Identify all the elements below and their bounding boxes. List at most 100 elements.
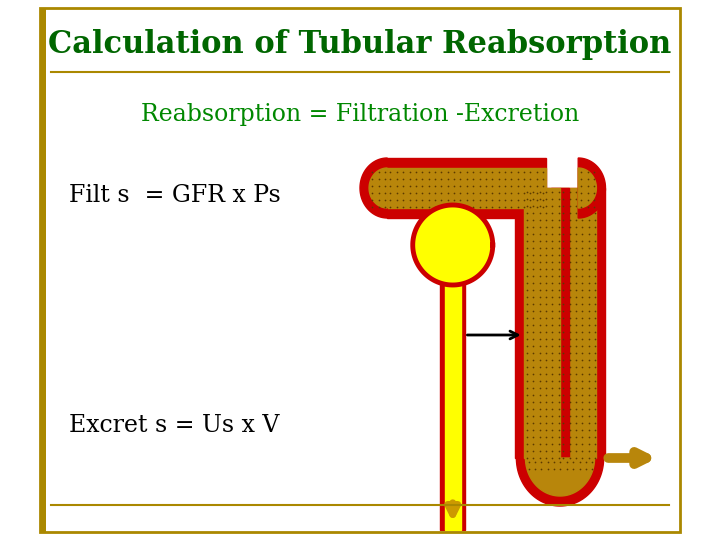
Point <box>436 181 447 190</box>
Point <box>557 243 569 252</box>
Point <box>583 446 595 455</box>
Point <box>528 278 539 287</box>
Point <box>534 327 545 336</box>
Point <box>570 376 582 385</box>
Point <box>534 390 545 399</box>
Point <box>570 194 582 203</box>
Point <box>583 257 595 266</box>
Point <box>534 271 545 280</box>
Point <box>534 397 545 406</box>
Point <box>575 174 587 183</box>
Point <box>525 174 536 183</box>
Point <box>534 306 545 315</box>
Point <box>583 299 595 308</box>
Point <box>534 341 545 350</box>
Point <box>384 195 396 204</box>
Point <box>553 229 564 238</box>
Point <box>534 250 545 259</box>
Polygon shape <box>578 158 606 218</box>
Point <box>557 264 569 273</box>
Point <box>575 195 587 204</box>
Point <box>577 229 588 238</box>
Point <box>449 167 460 176</box>
Point <box>583 453 595 462</box>
Point <box>442 174 454 183</box>
Point <box>379 188 391 197</box>
Point <box>564 222 575 231</box>
Point <box>557 299 569 308</box>
Point <box>553 418 564 427</box>
Point <box>589 271 600 280</box>
Point <box>557 425 569 434</box>
Point <box>536 464 547 473</box>
Point <box>521 187 533 196</box>
Point <box>583 306 595 315</box>
Point <box>583 194 595 203</box>
Point <box>557 257 569 266</box>
Point <box>528 243 539 252</box>
Point <box>366 188 378 197</box>
Point <box>521 215 533 224</box>
Point <box>540 362 552 371</box>
Point <box>546 285 558 294</box>
Point <box>521 376 533 385</box>
Point <box>521 390 533 399</box>
Point <box>521 446 533 455</box>
Point <box>505 174 517 183</box>
Point <box>366 202 378 211</box>
Point <box>521 355 533 364</box>
Point <box>546 306 558 315</box>
Point <box>540 425 552 434</box>
Point <box>528 369 539 378</box>
Point <box>534 236 545 245</box>
Point <box>553 369 564 378</box>
Point <box>557 411 569 420</box>
Bar <box>551 188 606 458</box>
Point <box>449 202 460 211</box>
Point <box>417 195 428 204</box>
Point <box>553 320 564 329</box>
Point <box>582 167 593 176</box>
Point <box>546 383 558 392</box>
Point <box>553 355 564 364</box>
Point <box>540 222 552 231</box>
Point <box>570 229 582 238</box>
Point <box>499 174 510 183</box>
Point <box>589 264 600 273</box>
Point <box>546 390 558 399</box>
Point <box>391 188 402 197</box>
Point <box>534 418 545 427</box>
Point <box>570 222 582 231</box>
Point <box>436 188 447 197</box>
Point <box>582 174 593 183</box>
Point <box>553 432 564 441</box>
Point <box>577 334 588 343</box>
Point <box>379 202 391 211</box>
Point <box>534 404 545 413</box>
Point <box>528 446 539 455</box>
Point <box>564 453 575 462</box>
Point <box>417 174 428 183</box>
Point <box>397 188 409 197</box>
Point <box>499 188 510 197</box>
Point <box>391 181 402 190</box>
Point <box>461 188 472 197</box>
Point <box>589 292 600 301</box>
Point <box>570 327 582 336</box>
Point <box>523 457 534 466</box>
Point <box>546 355 558 364</box>
Point <box>373 202 384 211</box>
Point <box>583 215 595 224</box>
Point <box>564 425 575 434</box>
Point <box>583 327 595 336</box>
Point <box>580 457 592 466</box>
Point <box>570 278 582 287</box>
Point <box>557 292 569 301</box>
Point <box>546 187 558 196</box>
Point <box>570 390 582 399</box>
Point <box>570 397 582 406</box>
Point <box>546 271 558 280</box>
Point <box>546 369 558 378</box>
Point <box>540 299 552 308</box>
Point <box>553 215 564 224</box>
